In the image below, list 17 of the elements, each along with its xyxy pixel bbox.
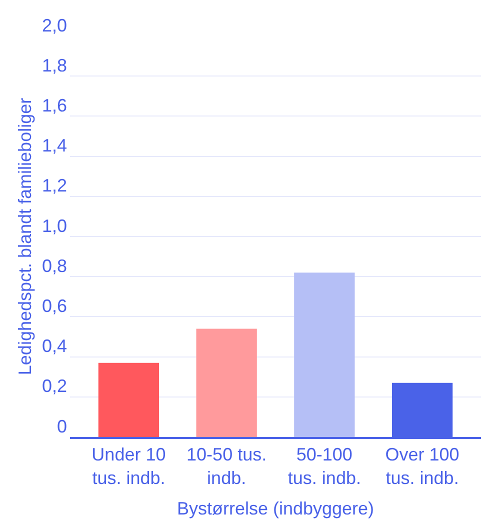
x-tick-label: Under 10 tus. indb. <box>92 444 166 488</box>
y-tick-label: 0,8 <box>42 256 67 276</box>
y-tick-label: 1,2 <box>42 176 67 196</box>
y-axis-title: Ledighedspct. blandt familieboliger <box>15 98 36 376</box>
y-tick-label: 1,0 <box>42 216 67 236</box>
y-tick-label: 1,4 <box>42 136 67 156</box>
y-tick-label: 1,6 <box>42 96 67 116</box>
y-tick-label: 0,2 <box>42 376 67 396</box>
x-tick-label: Over 100 tus. indb. <box>385 444 460 488</box>
y-tick-label: 0,4 <box>42 336 67 356</box>
x-axis-title: Bystørrelse (indbyggere) <box>176 498 374 519</box>
y-tick-label: 0 <box>56 416 67 436</box>
y-tick-label: 0,6 <box>42 296 67 316</box>
y-tick-label: 1,8 <box>42 55 67 76</box>
x-tick-label: 50-100 tus. indb. <box>288 444 361 488</box>
x-tick-label: 10-50 tus. indb. <box>186 444 267 488</box>
y-tick-label: 2,0 <box>42 15 67 36</box>
